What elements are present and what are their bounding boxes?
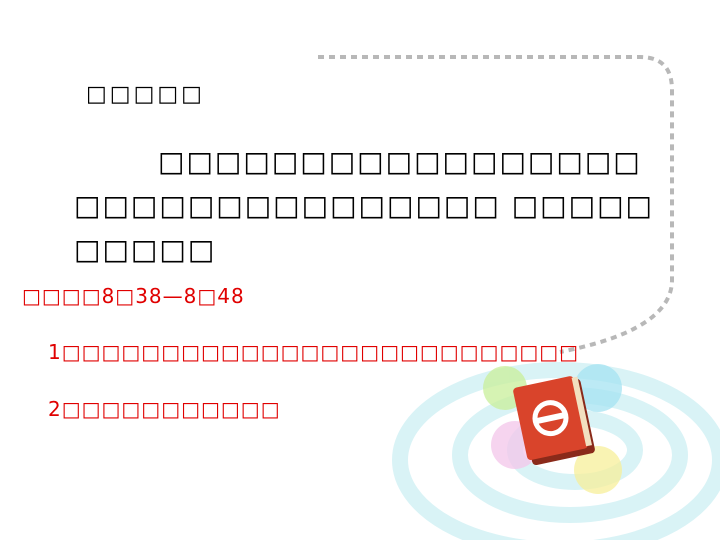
main-paragraph: □□□□□□□□□□□□□□□□□□□□□□□□□□□□□□□□ □□□□□□□… bbox=[74, 140, 654, 272]
list-item-2: 2□□□□□□□□□□□ bbox=[48, 397, 281, 421]
list-item-1: 1□□□□□□□□□□□□□□□□□□□□□□□□□□ bbox=[48, 340, 579, 364]
time-range: □□□□8□38—8□48 bbox=[22, 284, 245, 308]
slide-heading: □□□□□ bbox=[86, 82, 205, 107]
